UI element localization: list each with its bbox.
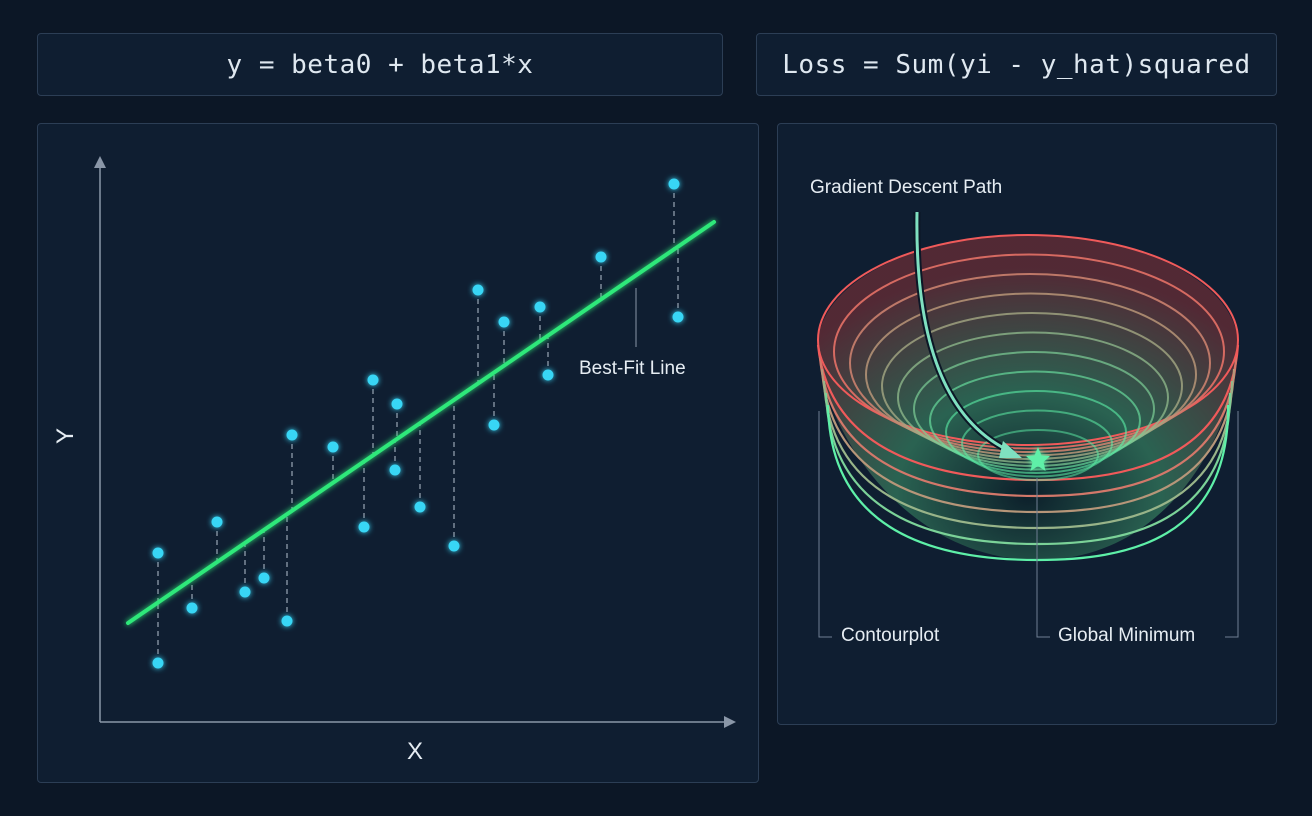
data-point bbox=[672, 311, 684, 323]
contour-ring bbox=[833, 253, 1225, 450]
data-point bbox=[389, 464, 401, 476]
data-point bbox=[498, 316, 510, 328]
bowl-hull-contour bbox=[818, 356, 1238, 498]
gradient-descent-label: Gradient Descent Path bbox=[810, 177, 1003, 198]
annotation-leaders bbox=[818, 411, 1239, 638]
contourplot-label: Contourplot bbox=[841, 625, 940, 646]
data-point bbox=[488, 419, 500, 431]
data-point bbox=[367, 374, 379, 386]
bowl-hull-contour bbox=[822, 380, 1234, 530]
data-point bbox=[358, 521, 370, 533]
axes bbox=[94, 156, 736, 728]
y-axis-label: Y bbox=[52, 427, 80, 445]
data-point bbox=[327, 441, 339, 453]
gradient-descent-path-line bbox=[915, 211, 1013, 454]
y-axis-arrow-icon bbox=[94, 156, 106, 168]
data-point bbox=[534, 301, 546, 313]
bowl-hull-contour bbox=[826, 404, 1230, 562]
data-point bbox=[258, 572, 270, 584]
data-point bbox=[542, 369, 554, 381]
contour-ring bbox=[817, 234, 1239, 446]
bowl-hull-contour bbox=[820, 368, 1236, 514]
data-point bbox=[595, 251, 607, 263]
data-point bbox=[152, 657, 164, 669]
contour-ring bbox=[929, 370, 1141, 471]
global-minimum-label: Global Minimum bbox=[1058, 625, 1196, 646]
data-points bbox=[152, 178, 684, 669]
data-point bbox=[152, 547, 164, 559]
best-fit-line bbox=[126, 220, 716, 625]
x-axis-arrow-icon bbox=[724, 716, 736, 728]
contour-ring bbox=[961, 409, 1113, 478]
data-point bbox=[281, 615, 293, 627]
data-point bbox=[211, 516, 223, 528]
contour-ring bbox=[977, 429, 1099, 481]
contour-ring bbox=[865, 292, 1197, 457]
loss-formula-box: Loss = Sum(yi - y_hat)squared bbox=[756, 33, 1277, 96]
contour-ring bbox=[849, 273, 1211, 453]
best-fit-line-label: Best-Fit Line bbox=[579, 358, 686, 379]
data-point bbox=[668, 178, 680, 190]
data-point bbox=[239, 586, 251, 598]
loss-formula: Loss = Sum(yi - y_hat)squared bbox=[782, 49, 1251, 80]
data-point bbox=[186, 602, 198, 614]
regression-panel bbox=[37, 123, 759, 783]
data-point bbox=[472, 284, 484, 296]
data-point bbox=[448, 540, 460, 552]
data-point bbox=[391, 398, 403, 410]
model-formula-box: y = beta0 + beta1*x bbox=[37, 33, 723, 96]
loss-bowl bbox=[816, 234, 1240, 562]
bowl-hull-contour bbox=[824, 392, 1232, 546]
x-axis-label: X bbox=[407, 738, 424, 765]
path-arrowhead-icon bbox=[999, 441, 1022, 458]
star-icon bbox=[1026, 447, 1050, 471]
data-point bbox=[414, 501, 426, 513]
model-formula: y = beta0 + beta1*x bbox=[226, 49, 534, 80]
contour-ring bbox=[945, 390, 1127, 474]
data-point bbox=[286, 429, 298, 441]
